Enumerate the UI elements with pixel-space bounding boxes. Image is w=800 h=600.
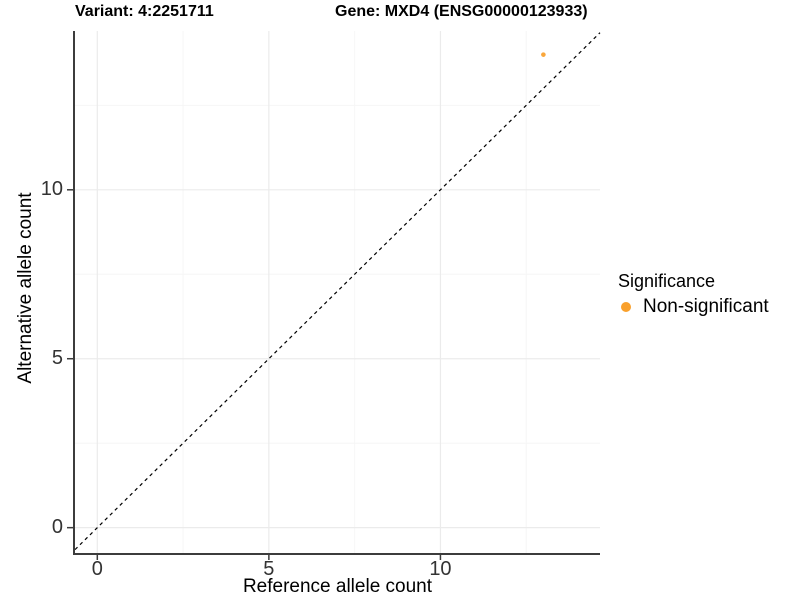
identity-line [74, 32, 601, 551]
x-tick-label: 10 [429, 558, 452, 580]
x-tick-label: 0 [91, 558, 103, 580]
y-tick-label: 0 [51, 516, 63, 539]
legend-item-label: Non-significant [643, 296, 769, 317]
plot-title-variant: Variant: 4:2251711 [75, 3, 214, 20]
legend-title: Significance [618, 271, 716, 291]
data-point [541, 52, 546, 57]
x-axis-title: Reference allele count [242, 576, 433, 597]
y-tick-label: 5 [51, 347, 63, 370]
legend-item-non-significant: Non-significant [617, 296, 769, 318]
plot-title-gene: Gene: MXD4 (ENSG00000123933) [335, 3, 588, 20]
legend-key-dot-icon [621, 302, 631, 312]
legend: Significance Non-significant [617, 271, 769, 318]
x-tick-label: 5 [263, 558, 275, 580]
y-tick-label: 10 [40, 178, 63, 201]
